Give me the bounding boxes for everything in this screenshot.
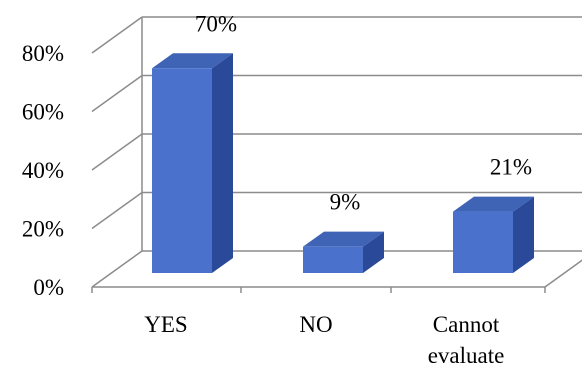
bar-front [453,211,513,273]
bar [303,231,384,273]
bar-side [212,53,233,273]
x-axis-categories: YES NO Cannot evaluate [144,312,504,365]
x-category-label: Cannot [433,312,500,337]
y-tick-label: 40% [22,158,64,183]
gridline-side [91,16,143,54]
bar-series [152,53,534,273]
y-axis-ticks: 0% 20% 40% 60% 80% [22,41,64,300]
bar-top [453,196,534,212]
data-labels: 70% 9% 21% [195,11,532,214]
bar-front [152,68,212,273]
y-tick-label: 80% [22,41,64,66]
gridline-side [91,133,143,171]
gridline-side [91,74,143,113]
data-label: 9% [330,190,361,215]
x-category-label: evaluate [428,343,505,365]
data-label: 21% [490,155,532,180]
y-tick-label: 0% [33,275,64,300]
y-tick-label: 60% [22,100,64,125]
gridline-side [91,191,143,230]
bar [453,196,534,273]
data-label: 70% [195,11,237,36]
x-category-label: YES [144,312,187,337]
floor-right-edge [544,259,582,288]
bar-top [152,53,233,69]
x-category-label: NO [299,312,332,337]
bar-top [303,231,384,247]
bar [152,53,233,273]
bar-side [513,196,534,273]
bar-front [303,246,363,273]
bar-side [363,231,384,273]
y-tick-label: 20% [22,217,64,242]
gridline-side [91,250,143,288]
